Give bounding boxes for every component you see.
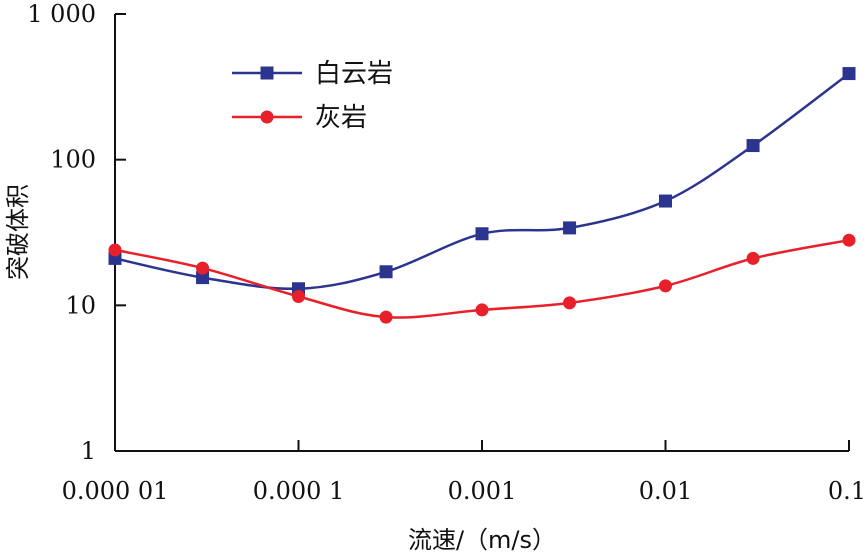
y-tick-label: 1 000	[27, 0, 96, 28]
circle-marker	[659, 279, 672, 293]
legend-marker	[260, 110, 274, 124]
circle-marker	[842, 233, 856, 247]
square-marker	[746, 139, 760, 153]
series-line	[114, 72, 850, 291]
x-tick-label: 0.1	[828, 477, 866, 505]
legend-label: 白云岩	[315, 59, 393, 89]
x-tick-label: 0.000 1	[253, 477, 345, 505]
circle-marker	[196, 261, 210, 275]
legend-label: 灰岩	[315, 103, 367, 133]
y-axis-title: 突破体积	[4, 184, 32, 280]
square-marker	[563, 221, 577, 235]
x-tick-label: 0.01	[639, 477, 692, 505]
x-tick-label: 0.000 01	[62, 477, 169, 505]
legend-item: 灰岩	[232, 103, 367, 133]
legend-marker	[260, 66, 274, 80]
y-tick-label: 100	[50, 146, 96, 174]
y-tick-label: 1	[81, 437, 96, 465]
x-tick-label: 0.001	[448, 477, 517, 505]
square-marker	[842, 67, 856, 81]
y-tick-label: 10	[65, 291, 96, 319]
circle-marker	[108, 243, 122, 257]
square-marker	[475, 227, 489, 241]
circle-marker	[746, 251, 760, 265]
square-marker	[379, 265, 393, 279]
square-marker	[659, 194, 672, 208]
legend-item: 白云岩	[232, 59, 393, 89]
series-2	[108, 233, 856, 324]
circle-marker	[292, 289, 305, 303]
x-axis-title: 流速/（m/s）	[408, 526, 556, 554]
axis-ticks: 1 10 100 1 000 0.000 01 0.000 1 0.001 0.01 0.1	[27, 0, 866, 505]
circle-marker	[563, 296, 577, 310]
square-marker	[196, 271, 210, 285]
circle-marker	[379, 310, 393, 324]
series-layer	[108, 67, 856, 324]
circle-marker	[475, 303, 489, 317]
